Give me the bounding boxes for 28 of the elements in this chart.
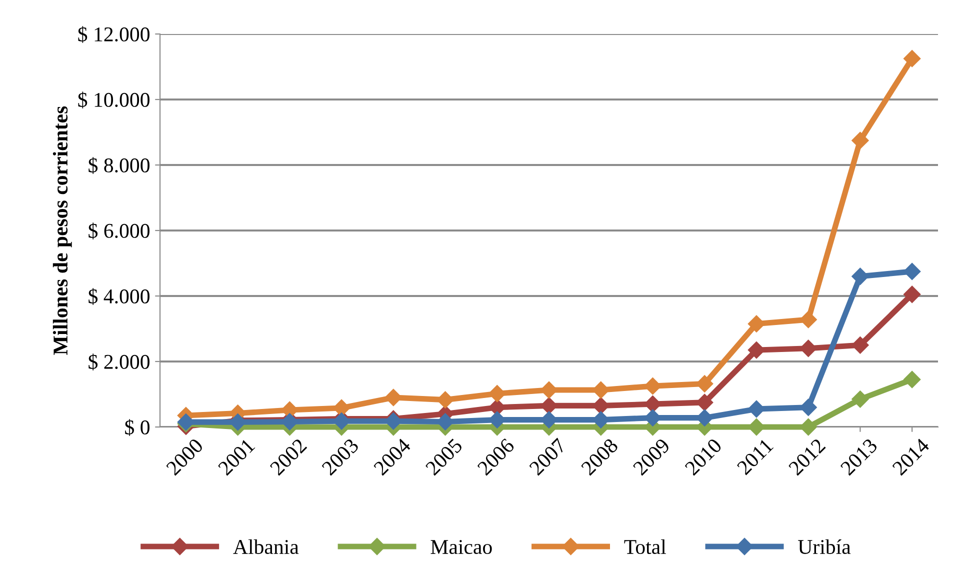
point — [696, 394, 714, 411]
legend-label: Albania — [233, 539, 299, 554]
point — [904, 50, 921, 68]
point — [852, 268, 869, 285]
point — [904, 262, 921, 280]
y-tick-label: $ 10.000 — [78, 92, 150, 108]
point — [800, 311, 817, 328]
y-axis-title: Millones de pesos corrientes — [52, 106, 72, 355]
y-tick-label: $ 0 — [125, 419, 150, 436]
point — [488, 385, 506, 402]
legend-label: Total — [624, 539, 666, 554]
point — [852, 336, 869, 354]
y-tick-label: $ 8.000 — [88, 157, 150, 174]
y-tick-label: $ 12.000 — [78, 26, 150, 43]
point — [384, 388, 402, 406]
y-tick-label: $ 4.000 — [88, 288, 150, 305]
point — [696, 375, 714, 392]
y-tick-label: $ 6.000 — [88, 222, 150, 240]
point — [852, 132, 869, 149]
point — [904, 286, 921, 303]
point — [904, 370, 921, 388]
legend-label: Maicao — [430, 540, 492, 554]
point — [748, 315, 766, 332]
point — [644, 378, 662, 395]
y-tick-label: $ 2.000 — [88, 354, 150, 370]
point — [852, 390, 869, 408]
legend-label: Uribía — [798, 539, 851, 554]
point — [436, 391, 454, 408]
